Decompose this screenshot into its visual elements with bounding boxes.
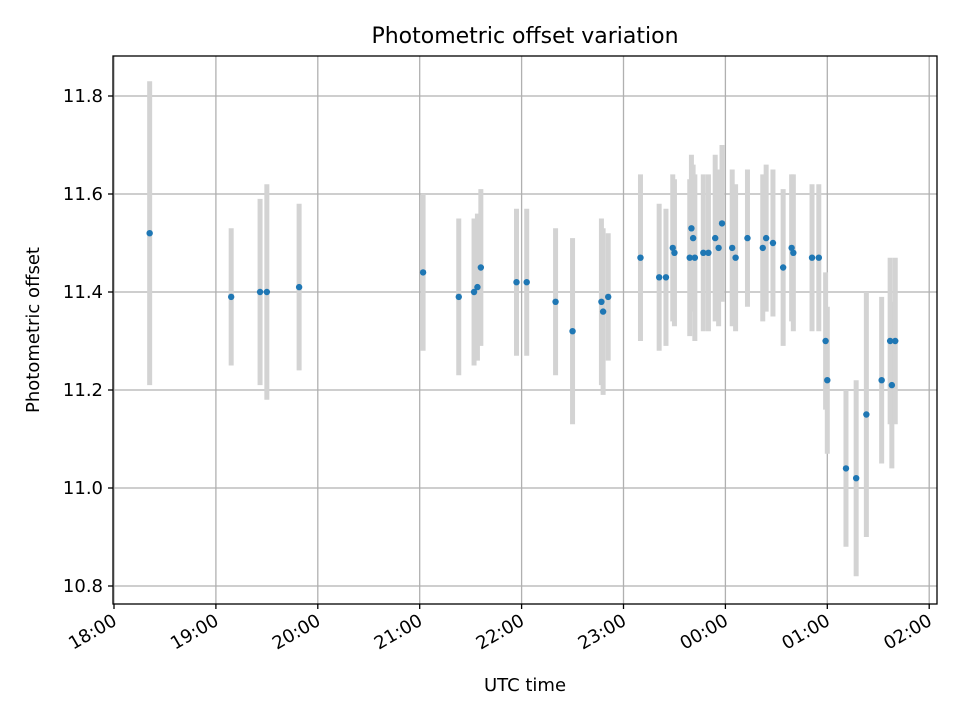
data-point bbox=[728, 244, 736, 252]
x-tick-label: 01:00 bbox=[778, 610, 833, 654]
data-point bbox=[888, 381, 896, 389]
x-axis: 18:00 19:00 20:00 21:00 22:00 23:00 00:00 01:00… bbox=[65, 604, 936, 654]
data-point bbox=[762, 234, 770, 242]
data-point bbox=[146, 230, 153, 237]
x-axis-label: UTC time bbox=[484, 675, 566, 696]
data-point bbox=[815, 254, 823, 261]
x-tick-label: 18:00 bbox=[65, 610, 120, 654]
data-point bbox=[842, 465, 850, 472]
data-point bbox=[790, 249, 797, 256]
data-point bbox=[477, 264, 485, 271]
data-point bbox=[863, 411, 870, 418]
data-point bbox=[808, 254, 816, 261]
data-point bbox=[256, 288, 264, 296]
x-tick-label: 20:00 bbox=[269, 610, 324, 654]
data-point bbox=[598, 298, 605, 305]
x-tick-label: 23:00 bbox=[575, 610, 630, 654]
data-point bbox=[705, 249, 712, 256]
data-point bbox=[637, 254, 644, 261]
chart-title: Photometric offset variation bbox=[371, 24, 678, 49]
data-point bbox=[295, 283, 303, 291]
data-point bbox=[686, 254, 693, 261]
data-point bbox=[552, 298, 559, 305]
data-point bbox=[691, 254, 699, 261]
data-point bbox=[769, 239, 777, 247]
data-point bbox=[605, 293, 612, 301]
data-point bbox=[712, 234, 719, 242]
data-point bbox=[878, 377, 885, 384]
y-tick-label: 10.8 bbox=[63, 576, 103, 597]
data-point bbox=[824, 377, 831, 384]
data-point bbox=[669, 244, 676, 252]
data-point bbox=[662, 274, 670, 281]
data-point bbox=[689, 234, 697, 242]
data-point bbox=[599, 308, 607, 315]
data-point bbox=[688, 225, 695, 232]
y-axis-label: Photometric offset bbox=[23, 247, 44, 413]
data-point bbox=[263, 288, 271, 296]
data-point bbox=[513, 279, 520, 286]
data-point bbox=[715, 244, 722, 252]
y-tick-label: 11.2 bbox=[63, 380, 103, 401]
data-point bbox=[419, 269, 427, 276]
x-tick-label: 02:00 bbox=[880, 610, 935, 654]
x-tick-label: 22:00 bbox=[473, 610, 528, 654]
y-tick-label: 11.6 bbox=[63, 184, 103, 205]
data-point bbox=[759, 244, 766, 252]
data-point bbox=[227, 293, 235, 301]
y-tick-label: 11.4 bbox=[63, 282, 103, 303]
data-point bbox=[455, 293, 462, 301]
data-point bbox=[822, 337, 829, 345]
data-point bbox=[744, 234, 751, 242]
data-point bbox=[718, 220, 726, 227]
data-point bbox=[655, 274, 663, 281]
y-tick-label: 11.8 bbox=[63, 86, 103, 107]
data-point bbox=[671, 249, 678, 256]
errorbar-layer bbox=[147, 81, 898, 577]
data-point bbox=[886, 337, 894, 345]
plot-frame bbox=[112, 55, 938, 605]
data-point bbox=[732, 254, 739, 261]
y-tick-label: 11.0 bbox=[63, 478, 103, 499]
data-point bbox=[779, 264, 787, 271]
data-point bbox=[523, 279, 530, 286]
x-tick-label: 21:00 bbox=[371, 610, 426, 654]
data-point bbox=[474, 283, 481, 291]
data-point bbox=[569, 328, 576, 335]
data-point bbox=[788, 244, 795, 252]
point-layer bbox=[146, 220, 899, 482]
data-point bbox=[470, 288, 478, 296]
data-point bbox=[700, 249, 707, 256]
x-tick-label: 00:00 bbox=[676, 610, 731, 654]
y-axis: 10.8 11.0 11.2 11.4 11.6 11.8 bbox=[63, 86, 113, 597]
data-point bbox=[852, 475, 860, 482]
x-tick-label: 19:00 bbox=[167, 610, 222, 654]
data-point bbox=[892, 337, 899, 345]
